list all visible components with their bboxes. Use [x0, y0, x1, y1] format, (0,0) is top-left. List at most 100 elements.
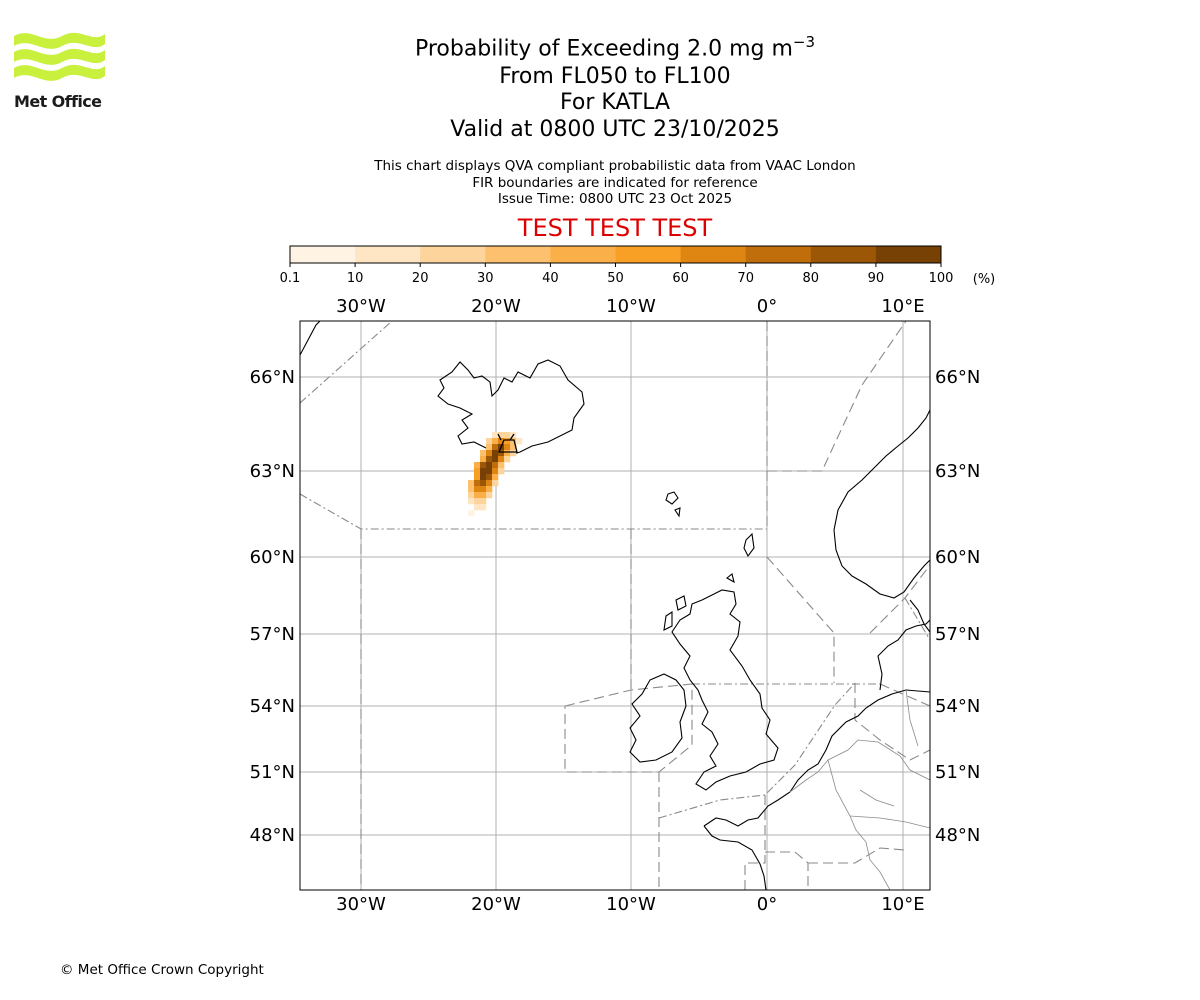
plume-cell [492, 474, 499, 481]
colorbar-tick-label: 30 [477, 271, 494, 286]
plume-cell [486, 438, 493, 445]
lat-label: 51°N [935, 762, 980, 783]
colorbar-segment [745, 246, 812, 263]
issue-time: Issue Time: 0800 UTC 23 Oct 2025 [497, 191, 733, 207]
plume-cell [498, 456, 505, 463]
lon-label: 20°W [471, 894, 521, 915]
flight-level-range: From FL050 to FL100 [499, 64, 731, 89]
plume-cell [486, 474, 493, 481]
lon-label: 30°W [336, 296, 386, 317]
lat-label: 63°N [250, 461, 295, 482]
met-office-logo [14, 32, 105, 81]
plume-cell [480, 504, 487, 511]
lon-label: 30°W [336, 894, 386, 915]
description-line-1: This chart displays QVA compliant probab… [374, 158, 856, 174]
plume-cell [510, 438, 517, 445]
plume-cell [474, 504, 481, 511]
plume-cell [474, 462, 481, 469]
colorbar-segment [810, 246, 877, 263]
colorbar-tick-label: 60 [672, 271, 689, 286]
lat-label: 54°N [250, 696, 295, 717]
plume-cell [486, 486, 493, 493]
plume-cell [492, 456, 499, 463]
lon-label: 20°W [471, 296, 521, 317]
plume-cell [474, 480, 481, 487]
plume-cell [474, 492, 481, 499]
chart-title: Probability of Exceeding 2.0 mg m−3 [414, 33, 816, 62]
lat-label: 57°N [935, 624, 980, 645]
plume-cell [480, 474, 487, 481]
probability-plume [468, 432, 523, 517]
lat-label: 60°N [250, 547, 295, 568]
colorbar-segment [875, 246, 942, 263]
colorbar-tick-label: 70 [737, 271, 754, 286]
colorbar-segment [680, 246, 747, 263]
coastlines [300, 321, 930, 890]
katla-source-marker [497, 433, 518, 453]
plume-cell [498, 450, 505, 457]
lon-label: 10°W [606, 296, 656, 317]
plume-cell [498, 462, 505, 469]
plume-cell [468, 498, 475, 505]
plume-cell [468, 486, 475, 493]
lat-label: 57°N [250, 624, 295, 645]
lon-label: 0° [757, 296, 777, 317]
plume-cell [498, 432, 505, 439]
colorbar-tick-label: 80 [803, 271, 820, 286]
copyright-notice: © Met Office Crown Copyright [60, 962, 264, 978]
plume-cell [486, 450, 493, 457]
plume-cell [480, 480, 487, 487]
plume-cell [492, 450, 499, 457]
lat-label: 66°N [250, 367, 295, 388]
lat-label: 54°N [935, 696, 980, 717]
plume-cell [480, 492, 487, 499]
plume-cell [486, 492, 493, 499]
plume-cell [480, 498, 487, 505]
lat-label: 51°N [250, 762, 295, 783]
plume-cell [486, 444, 493, 451]
latitude-labels-left: 66°N 63°N 60°N 57°N 54°N 51°N 48°N [250, 367, 295, 846]
colorbar-tick-label: 90 [868, 271, 885, 286]
plume-cell [474, 486, 481, 493]
plume-cell [504, 456, 511, 463]
plume-cell [468, 510, 475, 517]
longitude-labels-top: 30°W 20°W 10°W 0° 10°E [336, 296, 924, 317]
plume-cell [480, 468, 487, 475]
plume-cell [510, 450, 517, 457]
valid-time: Valid at 0800 UTC 23/10/2025 [450, 117, 780, 142]
plume-cell [504, 450, 511, 457]
plume-cell [492, 438, 499, 445]
lon-label: 10°E [881, 296, 924, 317]
plume-cell [492, 462, 499, 469]
graticule [300, 321, 930, 890]
plume-cell [492, 468, 499, 475]
colorbar-tick-label: 20 [412, 271, 429, 286]
fir-boundaries [300, 321, 930, 890]
colorbar-segment [420, 246, 486, 263]
colorbar-segment [290, 246, 356, 263]
lon-label: 10°W [606, 894, 656, 915]
lat-label: 48°N [935, 825, 980, 846]
plume-cell [504, 444, 511, 451]
colorbar-tick-label: 40 [542, 271, 559, 286]
country-borders [789, 689, 930, 890]
plume-cell [468, 480, 475, 487]
plume-cell [480, 462, 487, 469]
plume-cell [474, 498, 481, 505]
colorbar-segment [615, 246, 682, 263]
lat-label: 48°N [250, 825, 295, 846]
colorbar-tick-label: 0.1 [280, 271, 301, 286]
colorbar: 0.1 10 20 30 40 50 60 70 80 90 100 [280, 245, 954, 286]
lat-label: 66°N [935, 367, 980, 388]
plume-cell [492, 432, 499, 439]
plume-cell [486, 480, 493, 487]
plume-cell [516, 438, 523, 445]
plume-cell [492, 480, 499, 487]
plume-cell [498, 438, 505, 445]
logo-wordmark: Met Office [14, 92, 102, 111]
colorbar-segment [550, 246, 616, 263]
colorbar-tick-label: 100 [929, 271, 954, 286]
colorbar-segment [355, 246, 421, 263]
latitude-labels-right: 66°N 63°N 60°N 57°N 54°N 51°N 48°N [935, 367, 980, 846]
